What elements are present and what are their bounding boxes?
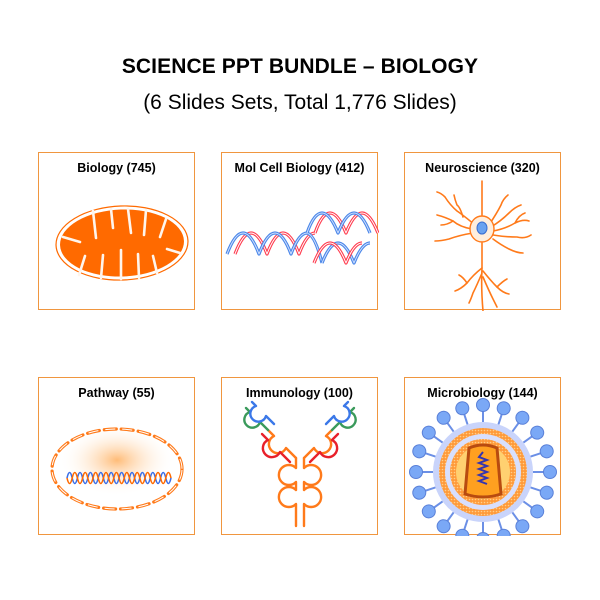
page-subtitle: (6 Slides Sets, Total 1,776 Slides) (143, 91, 457, 114)
card-label: Mol Cell Biology (412) (234, 161, 365, 175)
antibody-icon (243, 400, 357, 528)
card-pathway[interactable]: Pathway (55) (38, 377, 195, 535)
card-label: Pathway (55) (78, 386, 155, 400)
card-immunology[interactable]: Immunology (100) (221, 377, 378, 535)
dna-replication-icon (225, 211, 379, 265)
card-biology[interactable]: Biology (745) (38, 152, 195, 310)
page-title: SCIENCE PPT BUNDLE – BIOLOGY (121, 55, 479, 78)
card-label: Immunology (100) (246, 386, 353, 400)
card-mol-cell-biology[interactable]: Mol Cell Biology (412) (221, 152, 379, 310)
virus-icon (409, 398, 557, 536)
card-microbiology[interactable]: Microbiology (144) (404, 377, 561, 536)
card-neuroscience[interactable]: Neuroscience (320) (404, 152, 561, 311)
card-label: Microbiology (144) (427, 386, 538, 400)
mitochondrion-icon (55, 205, 189, 281)
neuron-icon (434, 180, 532, 311)
cell-dna-pathway-icon (50, 424, 184, 511)
card-label: Biology (745) (77, 161, 156, 175)
card-label: Neuroscience (320) (425, 161, 540, 175)
